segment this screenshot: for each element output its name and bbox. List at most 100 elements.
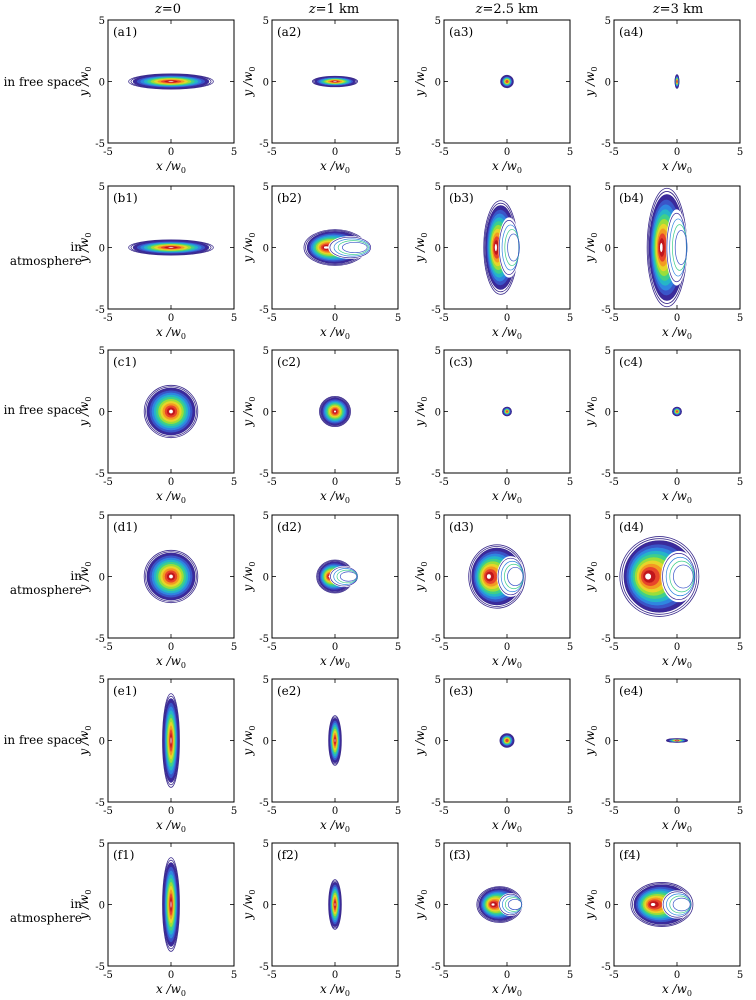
inner-contour [341, 241, 368, 254]
panel-label: (c2) [277, 355, 301, 369]
y-axis-label: y /w0 [583, 889, 599, 920]
x-tick-label: -5 [609, 642, 619, 653]
x-tick-label: -5 [439, 477, 449, 488]
x-axis-label: x /w0 [662, 982, 692, 998]
y-tick-label: 5 [435, 16, 441, 27]
x-axis-label: x /w0 [662, 489, 692, 505]
y-axis-label: y /w0 [241, 725, 257, 756]
panel-label: (e1) [113, 684, 137, 698]
y-tick-label: 0 [605, 78, 611, 89]
x-tick-label: -5 [439, 970, 449, 981]
contour-level [334, 738, 336, 743]
panel-e1: -5 0 5 5 0 -5 x /w0 y /w0 (e1) [77, 675, 237, 834]
x-axis-label: x /w0 [156, 818, 186, 834]
contour-group [672, 406, 682, 417]
y-axis-label: y /w0 [413, 66, 429, 97]
x-tick-label: 0 [504, 147, 510, 158]
inner-contour [669, 560, 695, 593]
y-axis-label: y /w0 [583, 66, 599, 97]
contour-line [499, 733, 515, 748]
panel-c4: -5 0 5 5 0 -5 x /w0 y /w0 (c4) [583, 346, 743, 505]
x-tick-label: -5 [609, 477, 619, 488]
column-title-3: z=2.5 km [467, 2, 547, 17]
y-tick-label: 5 [605, 346, 611, 357]
x-tick-label: 5 [231, 313, 237, 324]
y-axis-label: y /w0 [241, 396, 257, 427]
contour-level [170, 736, 172, 745]
x-axis-label: x /w0 [156, 982, 186, 998]
y-tick-label: 5 [605, 182, 611, 193]
y-tick-label: 5 [605, 675, 611, 686]
y-tick-label: 5 [99, 511, 105, 522]
x-axis-label: x /w0 [156, 654, 186, 670]
y-tick-label: 5 [435, 675, 441, 686]
y-axis-label: y /w0 [413, 725, 429, 756]
contour-group [500, 74, 514, 89]
inner-contour [507, 898, 523, 911]
y-tick-label: -5 [431, 139, 441, 150]
y-tick-label: -5 [431, 634, 441, 645]
x-tick-label: -5 [103, 970, 113, 981]
z-value: =3 km [659, 2, 704, 17]
y-axis-label: y /w0 [583, 232, 599, 263]
z-symbol: z [154, 2, 162, 17]
y-tick-label: 5 [99, 839, 105, 850]
panel-f2: -5 0 5 5 0 -5 x /w0 y /w0 (f2) [241, 839, 401, 998]
z-symbol: z [308, 2, 316, 17]
x-tick-label: 5 [395, 147, 401, 158]
y-tick-label: 0 [99, 408, 105, 419]
crescent-cut [328, 235, 373, 260]
contour-group [468, 544, 526, 609]
y-tick-label: -5 [601, 139, 611, 150]
row-label-e: in free space [3, 733, 82, 747]
x-tick-label: 5 [231, 477, 237, 488]
y-tick-label: -5 [601, 634, 611, 645]
x-tick-label: 0 [332, 313, 338, 324]
contour-line [162, 695, 180, 786]
x-tick-label: -5 [439, 147, 449, 158]
contour-line [143, 384, 199, 439]
y-tick-label: -5 [601, 962, 611, 973]
y-tick-label: 5 [435, 346, 441, 357]
y-tick-label: 5 [263, 839, 269, 850]
contour-level [650, 902, 656, 907]
x-tick-label: -5 [439, 806, 449, 817]
contour-group [143, 384, 199, 439]
x-tick-label: 5 [395, 313, 401, 324]
x-tick-label: -5 [267, 477, 277, 488]
x-tick-label: 0 [332, 642, 338, 653]
x-tick-label: 0 [168, 147, 174, 158]
contour-line [672, 406, 682, 417]
x-tick-label: 5 [567, 970, 573, 981]
panel-label: (d4) [619, 520, 644, 534]
inner-contour [672, 897, 691, 912]
contour-level [676, 410, 678, 413]
x-tick-label: -5 [267, 806, 277, 817]
y-tick-label: 0 [263, 244, 269, 255]
y-tick-label: -5 [259, 139, 269, 150]
contour-level [506, 80, 508, 83]
y-tick-label: 0 [435, 573, 441, 584]
x-axis-label: x /w0 [320, 818, 350, 834]
y-axis-label: y /w0 [583, 725, 599, 756]
x-tick-label: -5 [439, 313, 449, 324]
y-tick-label: 0 [605, 244, 611, 255]
y-tick-label: 0 [435, 244, 441, 255]
y-tick-label: -5 [95, 305, 105, 316]
x-tick-label: 0 [332, 970, 338, 981]
x-tick-label: -5 [103, 806, 113, 817]
x-tick-label: 5 [737, 806, 743, 817]
y-tick-label: 0 [99, 244, 105, 255]
crescent-cut [666, 209, 688, 286]
x-tick-label: -5 [267, 642, 277, 653]
row-label-d: in atmosphere [9, 569, 82, 597]
panel-label: (b2) [277, 191, 302, 205]
x-tick-label: 5 [737, 477, 743, 488]
y-tick-label: 0 [605, 901, 611, 912]
y-tick-label: 5 [605, 839, 611, 850]
y-tick-label: 0 [263, 408, 269, 419]
y-tick-label: 5 [605, 16, 611, 27]
y-axis-label: y /w0 [583, 396, 599, 427]
x-tick-label: 0 [332, 806, 338, 817]
x-tick-label: 0 [504, 313, 510, 324]
